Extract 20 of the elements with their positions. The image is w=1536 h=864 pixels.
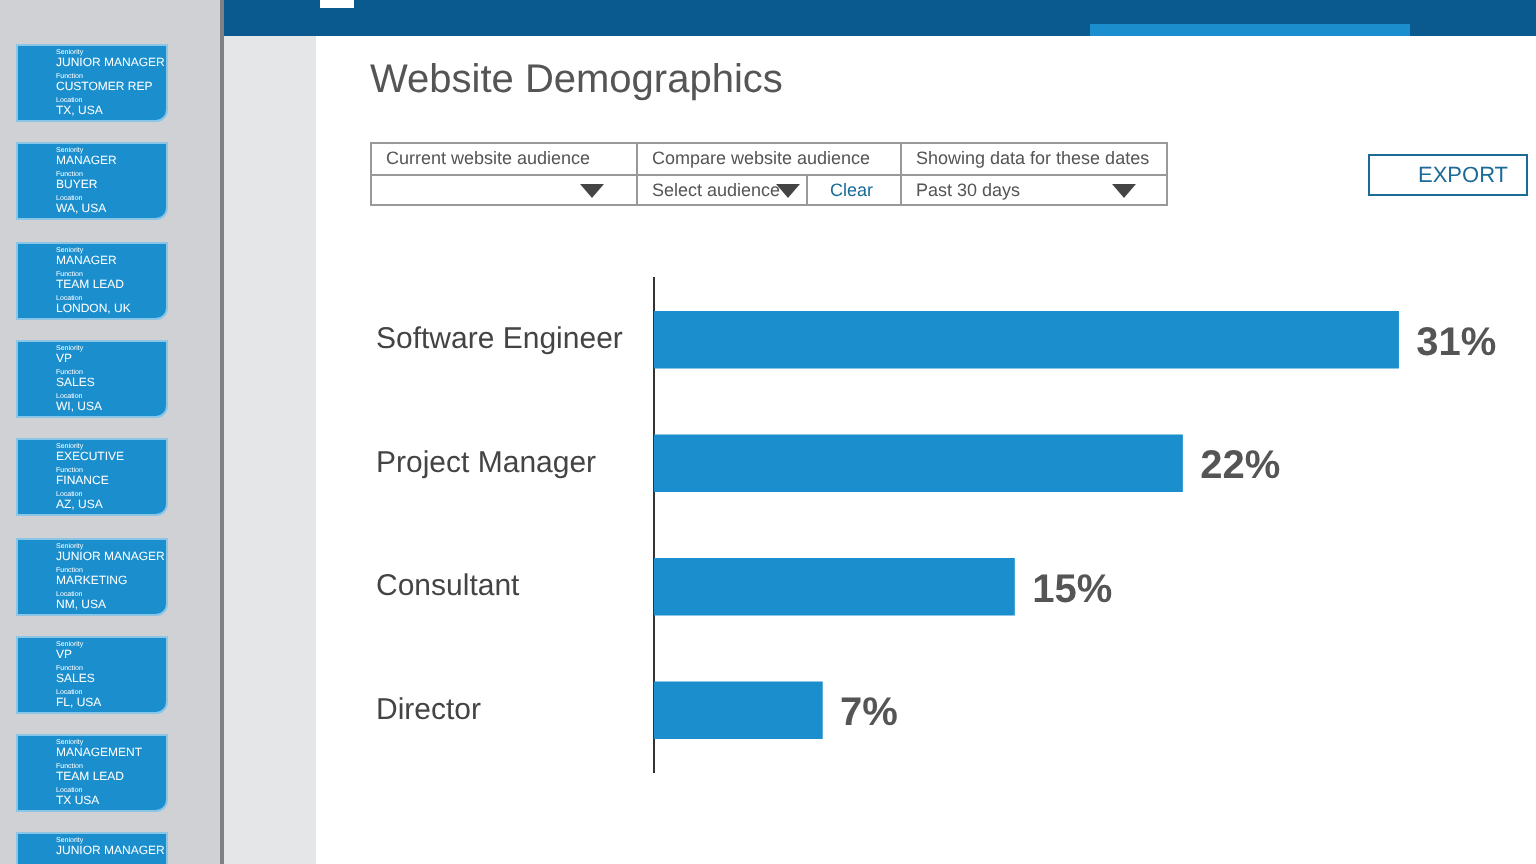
chart-title: Website Demographics — [370, 58, 783, 104]
text: Showing data for these dates — [900, 142, 1168, 176]
y-tick-label: Software Engineer — [376, 322, 623, 357]
y-tick-label: Director — [376, 692, 482, 727]
bar — [654, 558, 1015, 616]
y-tick-label: Project Manager — [376, 445, 597, 480]
data-label: 22% — [1200, 444, 1281, 489]
text: Current website audience — [370, 142, 638, 176]
y-tick-label: Consultant — [376, 569, 522, 604]
bar — [654, 434, 1183, 492]
data-label: 31% — [1416, 320, 1497, 365]
data-label: 7% — [840, 691, 899, 736]
text: Clear — [806, 174, 902, 206]
text: Past 30 days — [900, 174, 1168, 206]
bar — [654, 681, 823, 739]
text: Select audience — [636, 174, 808, 206]
text: EXPORT — [1368, 154, 1528, 196]
bar — [654, 311, 1399, 369]
data-label: 15% — [1032, 567, 1113, 612]
text: Compare website audience — [636, 142, 902, 176]
